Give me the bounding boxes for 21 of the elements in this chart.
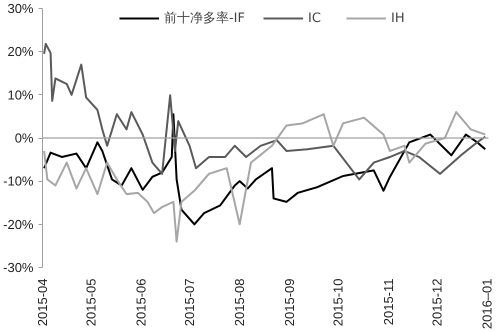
x-tick-label: 2015-06 [134,278,149,326]
legend-label: 前十净多率-IF [164,10,246,27]
y-tick-label: -10% [3,174,34,189]
legend-label: IC [308,10,322,26]
x-tick-label: 2015-11 [380,278,396,326]
x-tick-label: 2015-05 [83,278,98,326]
x-tick-label: 2015-12 [429,278,444,326]
line-series [43,42,486,180]
y-tick-label: -30% [3,260,34,275]
x-tick-label: 2015-10 [330,278,346,326]
x-tick-label: 2016–01 [479,278,494,330]
x-tick-label: 2015-08 [232,278,248,326]
x-tick-label: 2015-04 [35,278,50,326]
y-tick-label: 10% [7,87,34,102]
legend-label: IH [391,10,406,26]
y-tick-label: 0% [14,130,34,146]
x-tick-label: 2015-07 [182,278,198,326]
y-tick-label: -20% [3,216,34,232]
y-tick-label: 30% [7,1,34,16]
x-tick-label: 2015-09 [282,278,298,326]
y-tick-label: 20% [7,44,34,60]
